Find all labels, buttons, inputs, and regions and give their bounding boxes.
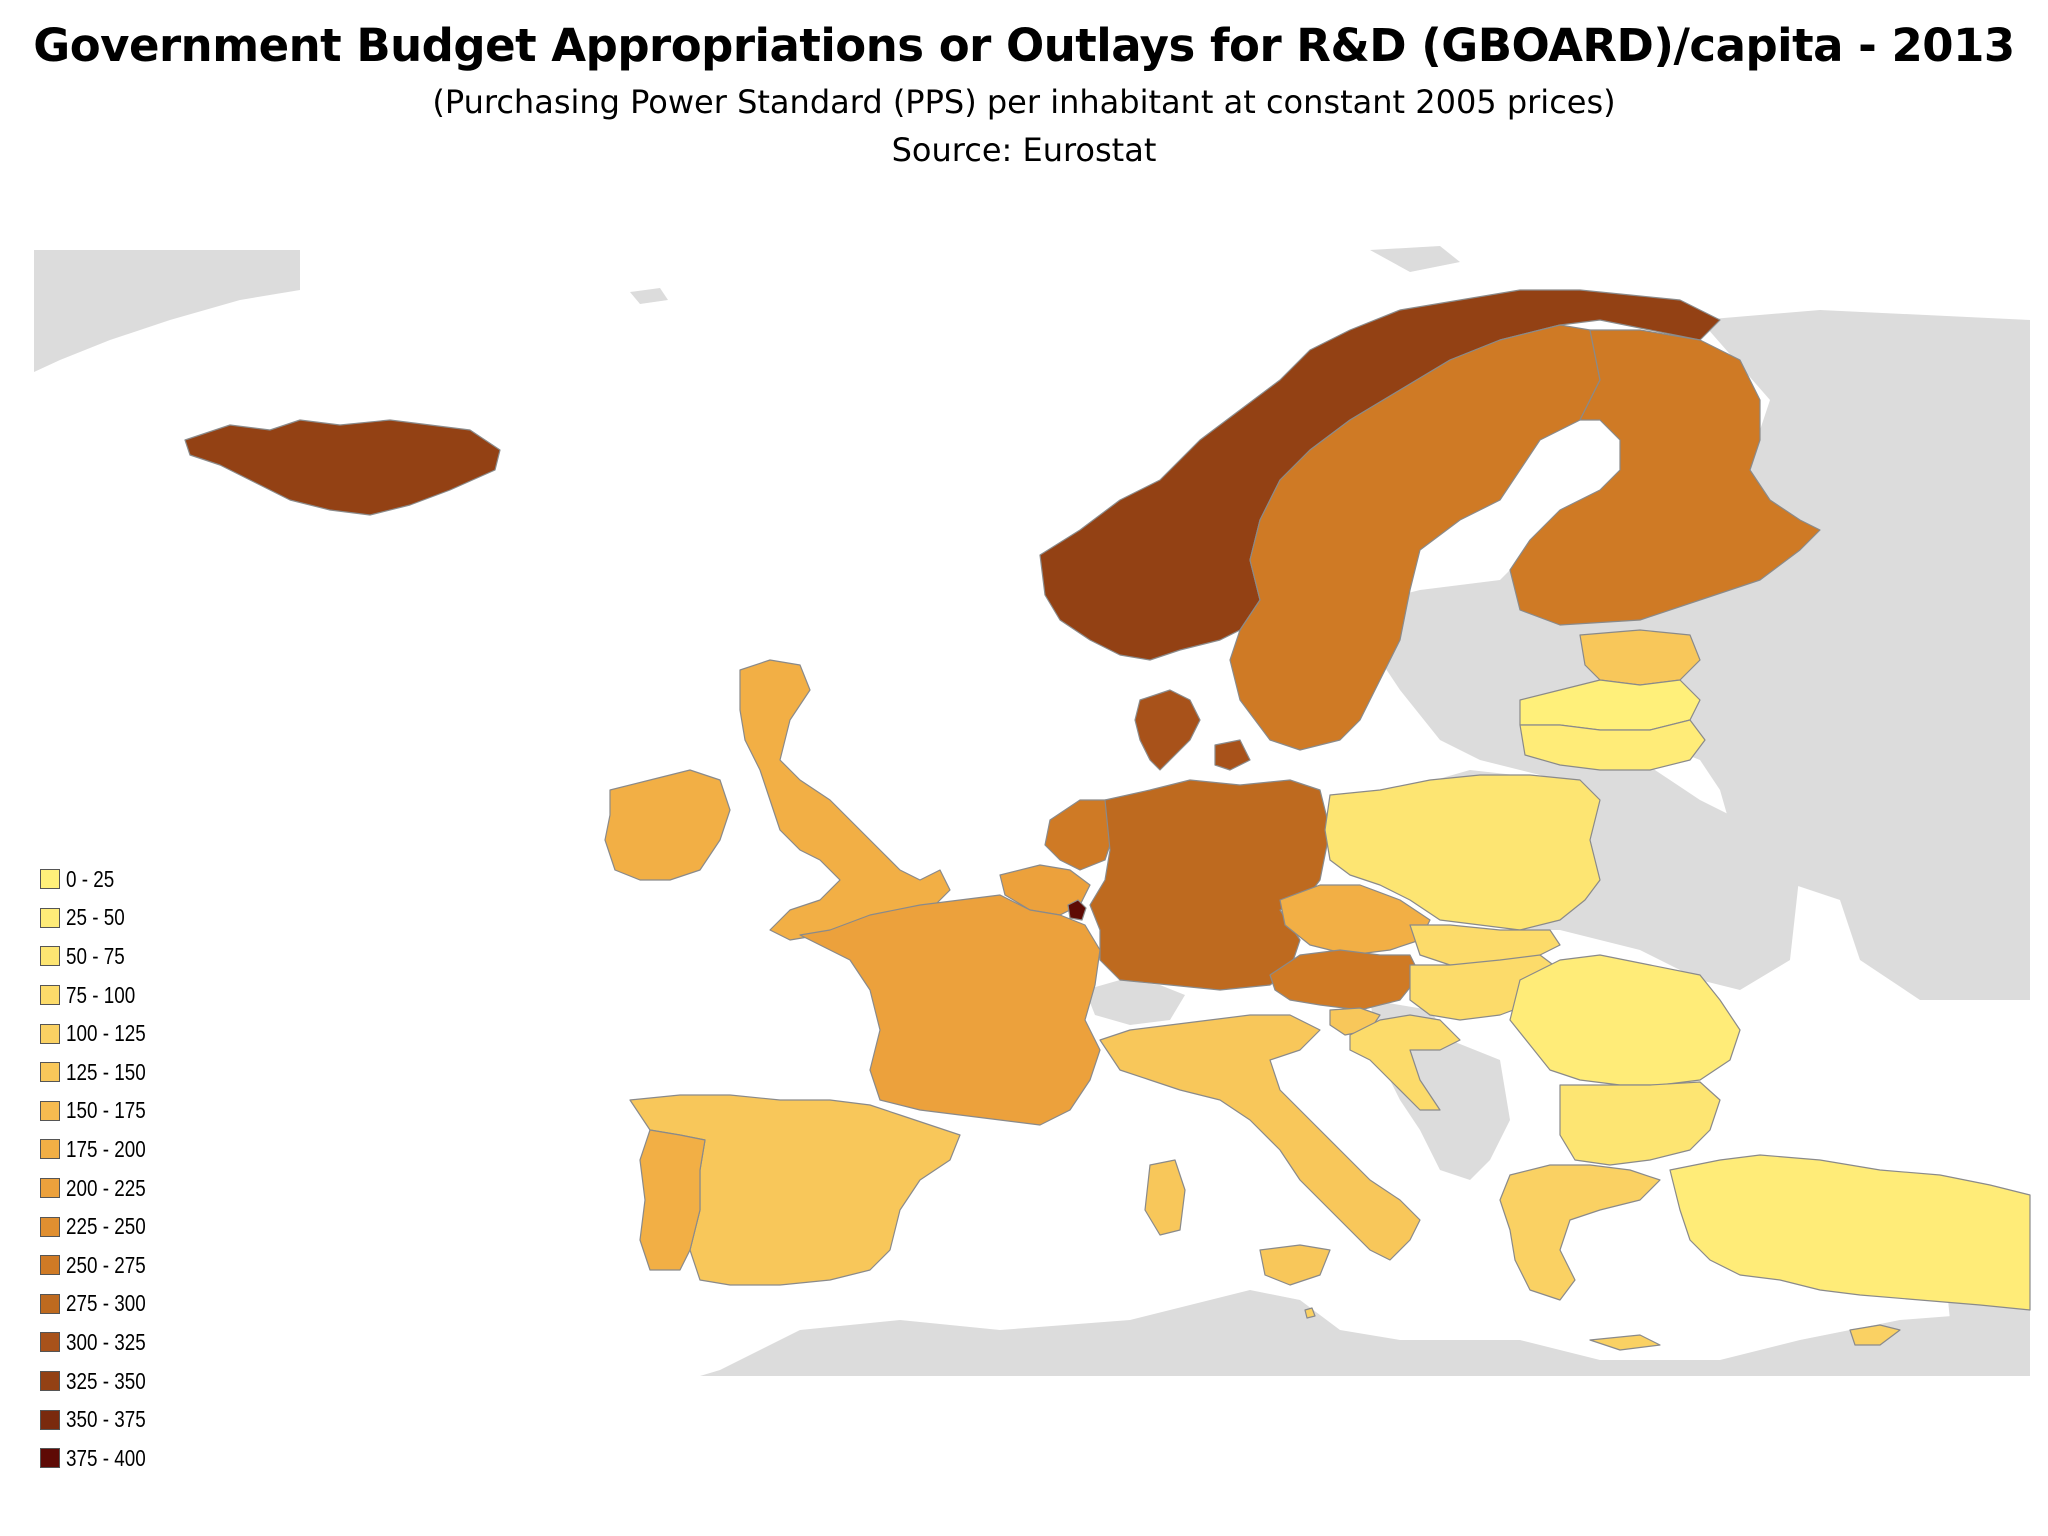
legend-item: 175 - 200	[40, 1130, 163, 1169]
country-netherlands[interactable]	[1044, 799, 1116, 871]
legend-label: 50 - 75	[66, 942, 125, 969]
legend-item: 200 - 225	[40, 1169, 163, 1208]
country-luxembourg[interactable]	[1067, 899, 1087, 921]
country-lithuania[interactable]	[1519, 719, 1706, 771]
country-france[interactable]	[799, 894, 1101, 1126]
legend-swatch	[40, 1409, 60, 1430]
russia-landmass	[1370, 310, 2030, 1000]
country-norway[interactable]	[1039, 289, 1721, 661]
map-subtitle: (Purchasing Power Standard (PPS) per inh…	[432, 83, 1616, 121]
legend-label: 150 - 175	[66, 1097, 146, 1124]
map-source: Source: Eurostat	[891, 131, 1157, 169]
country-italy[interactable]	[1099, 1014, 1421, 1286]
country-greece[interactable]	[1499, 1164, 1661, 1351]
country-cyprus[interactable]	[1849, 1324, 1901, 1346]
legend-swatch	[40, 869, 60, 890]
legend-swatch	[40, 1139, 60, 1160]
legend-swatch	[40, 1255, 60, 1276]
legend-item: 375 - 400	[40, 1439, 163, 1478]
legend-label: 300 - 325	[66, 1328, 146, 1355]
legend-item: 75 - 100	[40, 976, 163, 1015]
greenland-landmass	[34, 250, 300, 372]
country-turkey[interactable]	[1669, 1154, 2031, 1311]
switzerland-landmass	[1085, 980, 1185, 1025]
map-legend: 0 - 25 25 - 50 50 - 75 75 - 100 100 - 125 125…	[40, 860, 163, 1478]
legend-swatch	[40, 946, 60, 967]
legend-label: 375 - 400	[66, 1444, 146, 1471]
country-denmark[interactable]	[1134, 689, 1251, 771]
map-title: Government Budget Appropriations or Outl…	[33, 19, 2015, 72]
country-romania[interactable]	[1509, 954, 1741, 1086]
legend-item: 50 - 75	[40, 937, 163, 976]
legend-swatch	[40, 907, 60, 928]
legend-label: 325 - 350	[66, 1367, 146, 1394]
country-portugal[interactable]	[639, 1129, 706, 1271]
legend-swatch	[40, 1216, 60, 1237]
country-sweden[interactable]	[1229, 324, 1601, 751]
legend-label: 175 - 200	[66, 1135, 146, 1162]
country-germany[interactable]	[1089, 779, 1331, 991]
map-header: Government Budget Appropriations or Outl…	[0, 14, 2048, 174]
legend-swatch	[40, 1178, 60, 1199]
legend-item: 25 - 50	[40, 899, 163, 938]
legend-label: 225 - 250	[66, 1213, 146, 1240]
legend-item: 350 - 375	[40, 1400, 163, 1439]
country-iceland[interactable]	[184, 419, 501, 516]
legend-swatch	[40, 1332, 60, 1353]
legend-label: 125 - 150	[66, 1058, 146, 1085]
north-africa-landmass	[700, 1290, 2030, 1376]
legend-label: 250 - 275	[66, 1251, 146, 1278]
legend-item: 100 - 125	[40, 1014, 163, 1053]
legend-label: 350 - 375	[66, 1406, 146, 1433]
country-poland[interactable]	[1324, 774, 1601, 931]
legend-label: 200 - 225	[66, 1174, 146, 1201]
legend-item: 275 - 300	[40, 1285, 163, 1324]
legend-swatch	[40, 1100, 60, 1121]
legend-item: 150 - 175	[40, 1092, 163, 1131]
country-united-kingdom[interactable]	[739, 659, 951, 941]
country-bulgaria[interactable]	[1559, 1081, 1721, 1166]
legend-label: 100 - 125	[66, 1020, 146, 1047]
legend-item: 325 - 350	[40, 1362, 163, 1401]
legend-swatch	[40, 1293, 60, 1314]
data-countries	[184, 289, 2031, 1351]
legend-label: 275 - 300	[66, 1290, 146, 1317]
legend-item: 125 - 150	[40, 1053, 163, 1092]
country-estonia[interactable]	[1579, 629, 1701, 686]
country-slovakia[interactable]	[1409, 924, 1561, 966]
legend-swatch	[40, 1062, 60, 1083]
legend-swatch	[40, 1448, 60, 1469]
legend-item: 250 - 275	[40, 1246, 163, 1285]
arctic-island-landmass	[630, 288, 668, 304]
country-malta[interactable]	[1304, 1307, 1316, 1319]
legend-swatch	[40, 985, 60, 1006]
legend-swatch	[40, 1023, 60, 1044]
legend-swatch	[40, 1371, 60, 1392]
legend-label: 0 - 25	[66, 865, 115, 892]
legend-item: 225 - 250	[40, 1207, 163, 1246]
legend-item: 300 - 325	[40, 1323, 163, 1362]
legend-label: 25 - 50	[66, 904, 125, 931]
country-ireland[interactable]	[604, 769, 731, 881]
country-croatia[interactable]	[1349, 1014, 1461, 1111]
country-finland[interactable]	[1509, 329, 1821, 626]
legend-item: 0 - 25	[40, 860, 163, 899]
svalbard-landmass	[1370, 246, 1460, 272]
legend-label: 75 - 100	[66, 981, 136, 1008]
